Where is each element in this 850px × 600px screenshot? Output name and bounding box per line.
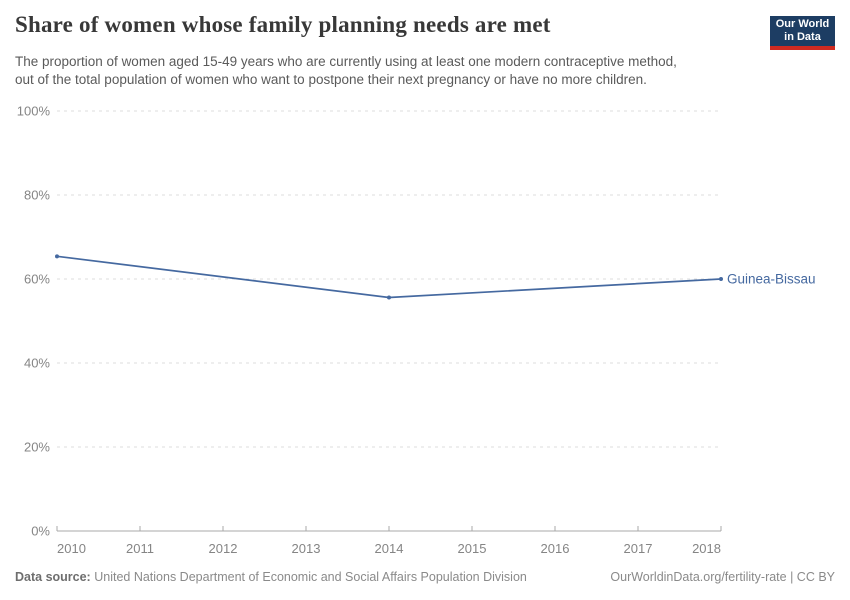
- x-tick-label: 2011: [126, 541, 154, 556]
- y-tick-label: 60%: [24, 272, 50, 287]
- y-tick-label: 0%: [31, 524, 50, 539]
- data-source-label: Data source:: [15, 570, 91, 584]
- x-tick-label: 2015: [458, 541, 487, 556]
- owid-logo[interactable]: Our World in Data: [770, 16, 835, 50]
- data-source: Data source: United Nations Department o…: [15, 570, 527, 584]
- line-chart: 0% 20% 40% 60% 80% 100% 2010 2011 2012 2013 2014 20…: [17, 104, 816, 557]
- data-line: [56, 255, 722, 299]
- x-tick-label: 2013: [292, 541, 321, 556]
- y-tick-label: 100%: [17, 104, 51, 119]
- y-tick-label: 40%: [24, 356, 50, 371]
- subtitle-line: out of the total population of women who…: [15, 71, 647, 87]
- subtitle-line: The proportion of women aged 15-49 years…: [15, 54, 677, 69]
- y-tick-label: 20%: [24, 440, 50, 455]
- data-point: [55, 254, 59, 259]
- x-tick-label: 2014: [375, 541, 404, 556]
- y-tick-label: 80%: [24, 188, 50, 203]
- x-tick-label: 2016: [541, 541, 570, 556]
- data-point: [387, 295, 391, 300]
- logo-text-line2: in Data: [784, 31, 821, 43]
- logo-text-line1: Our World: [775, 18, 830, 30]
- x-tick-label: 2018: [692, 541, 721, 556]
- chart-footer: Data source: United Nations Department o…: [15, 570, 835, 584]
- entity-label: Guinea-Bissau: [727, 272, 816, 287]
- data-source-text: United Nations Department of Economic an…: [94, 570, 527, 584]
- data-point: [719, 277, 723, 281]
- x-tick-label: 2017: [624, 541, 653, 556]
- page-title: Share of women whose family planning nee…: [15, 12, 551, 37]
- x-tick-label: 2012: [209, 541, 238, 556]
- chart-subtitle: The proportion of women aged 15-49 years…: [15, 53, 677, 88]
- footer-link[interactable]: OurWorldinData.org/fertility-rate | CC B…: [610, 570, 835, 584]
- x-tick-label: 2010: [57, 541, 86, 556]
